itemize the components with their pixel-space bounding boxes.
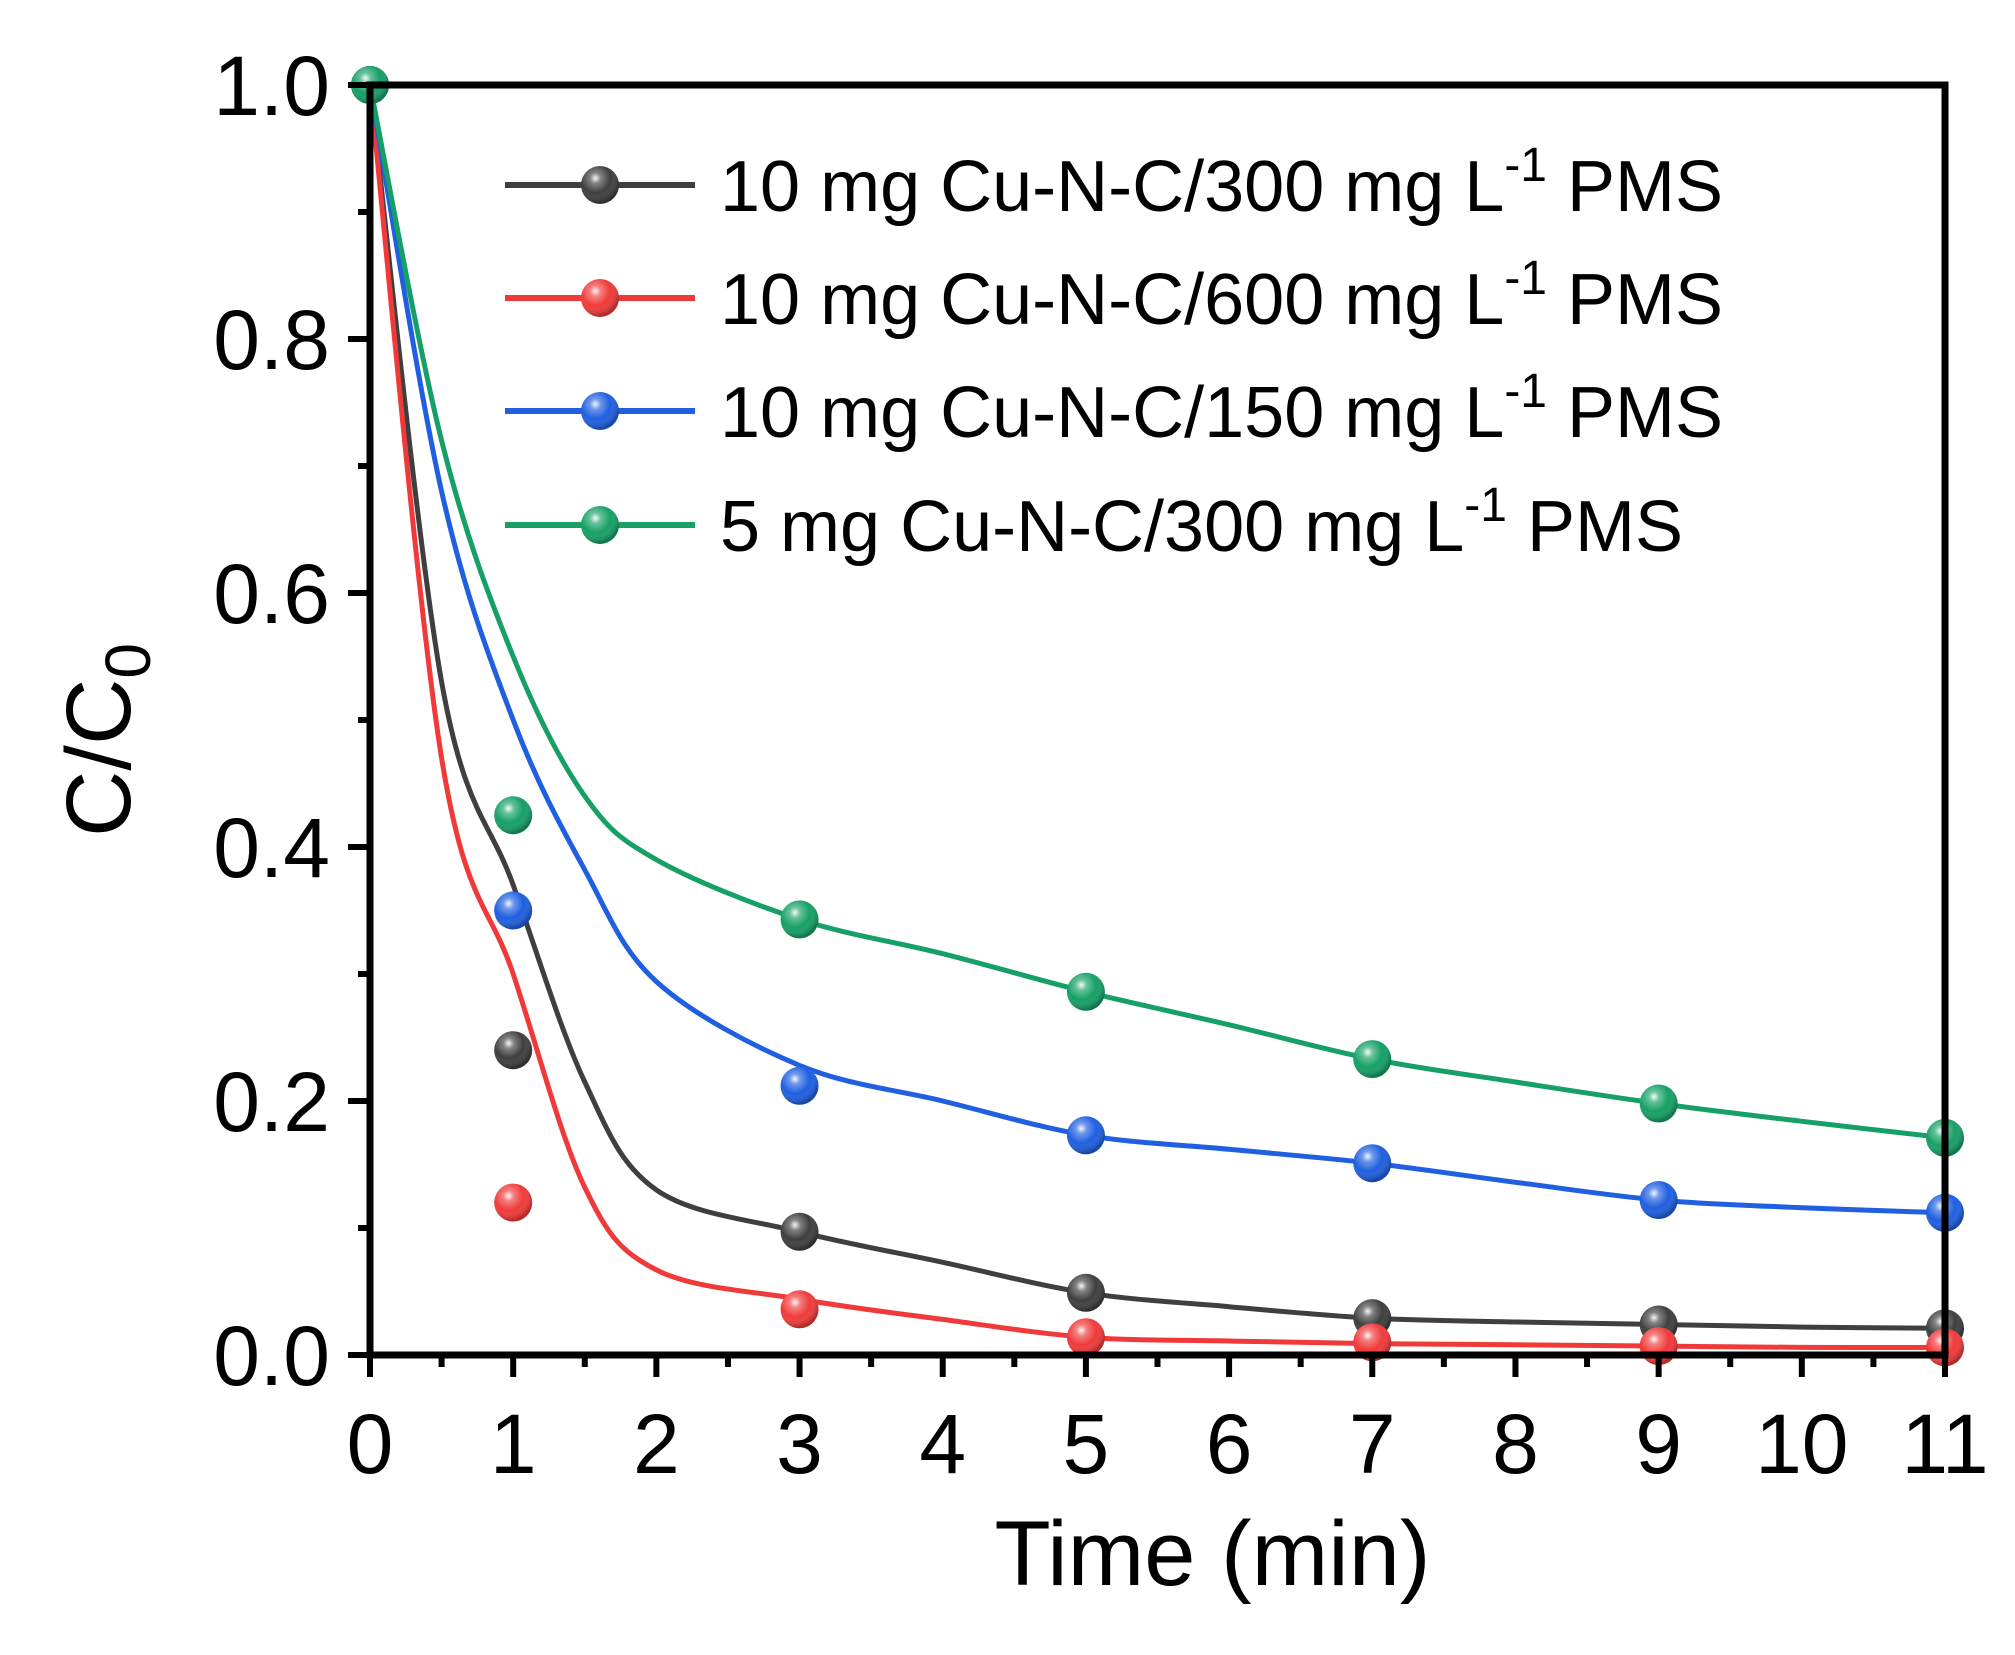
x-tick-label: 0 [347, 1397, 394, 1491]
x-tick-label: 7 [1349, 1397, 1396, 1491]
data-point-highlight [780, 1066, 819, 1105]
legend: 10 mg Cu-N-C/300 mg L-1 PMS 10 mg Cu-N-C/… [505, 139, 1723, 567]
fit-line-series-3 [367, 84, 1946, 1216]
data-point-highlight [1066, 1116, 1105, 1155]
data-point-highlight [494, 1031, 533, 1070]
x-tick-label: 5 [1063, 1397, 1110, 1491]
y-tick-label: 1.0 [213, 39, 330, 133]
y-tick-label: 0.6 [213, 547, 330, 641]
x-tick-label: 8 [1492, 1397, 1539, 1491]
legend-marker-highlight [581, 392, 619, 430]
x-tick-label: 2 [633, 1397, 680, 1491]
data-point-highlight [1066, 972, 1105, 1011]
y-axis-title-subscript: 0 [92, 643, 164, 679]
legend-label-series-2: 10 mg Cu-N-C/600 mg L-1 PMS [720, 252, 1723, 340]
data-point-highlight [1066, 1273, 1105, 1312]
legend-label-series-3: 10 mg Cu-N-C/150 mg L-1 PMS [720, 365, 1723, 453]
y-tick-label: 0.8 [213, 293, 330, 387]
data-point-highlight [494, 1183, 533, 1222]
data-point-highlight [494, 796, 533, 835]
fit-line-series-4 [367, 84, 1946, 1141]
x-tick-label: 11 [1901, 1397, 1988, 1491]
data-point-highlight [780, 1212, 819, 1251]
y-axis-ticks: 0.0 0.2 0.4 0.6 0.8 1.0 [213, 39, 370, 1403]
x-axis-title: Time (min) [994, 1503, 1430, 1605]
data-point-highlight [494, 891, 533, 930]
x-axis-ticks: 0 1 2 3 4 5 6 7 8 9 10 11 [347, 1355, 1989, 1491]
y-tick-label: 0.4 [213, 801, 330, 895]
x-tick-label: 4 [919, 1397, 966, 1491]
data-point-highlight [1353, 1040, 1392, 1079]
data-point-highlight [780, 900, 819, 939]
y-tick-label: 0.0 [213, 1309, 330, 1403]
legend-label-series-4: 5 mg Cu-N-C/300 mg L-1 PMS [720, 479, 1683, 567]
legend-marker-highlight [581, 166, 619, 204]
x-tick-label: 6 [1206, 1397, 1253, 1491]
data-point-highlight [1353, 1144, 1392, 1183]
data-point-highlight [1639, 1084, 1678, 1123]
x-tick-label: 10 [1755, 1397, 1848, 1491]
x-tick-label: 1 [490, 1397, 537, 1491]
y-axis-title: C/C0 [48, 643, 164, 837]
fit-lines [367, 84, 1946, 1350]
x-tick-label: 9 [1635, 1397, 1682, 1491]
legend-label-series-1: 10 mg Cu-N-C/300 mg L-1 PMS [720, 139, 1723, 227]
data-point-highlight [780, 1290, 819, 1329]
legend-marker-highlight [581, 506, 619, 544]
data-point-highlight [1639, 1181, 1678, 1220]
y-axis-title-main: C/C [48, 679, 150, 837]
fit-line-series-2 [367, 84, 1946, 1350]
y-tick-label: 0.2 [213, 1055, 330, 1149]
legend-marker-highlight [581, 279, 619, 317]
x-tick-label: 3 [776, 1397, 823, 1491]
data-markers [351, 66, 1964, 1367]
fit-line-series-1 [367, 84, 1946, 1331]
data-point-highlight [1066, 1318, 1105, 1357]
